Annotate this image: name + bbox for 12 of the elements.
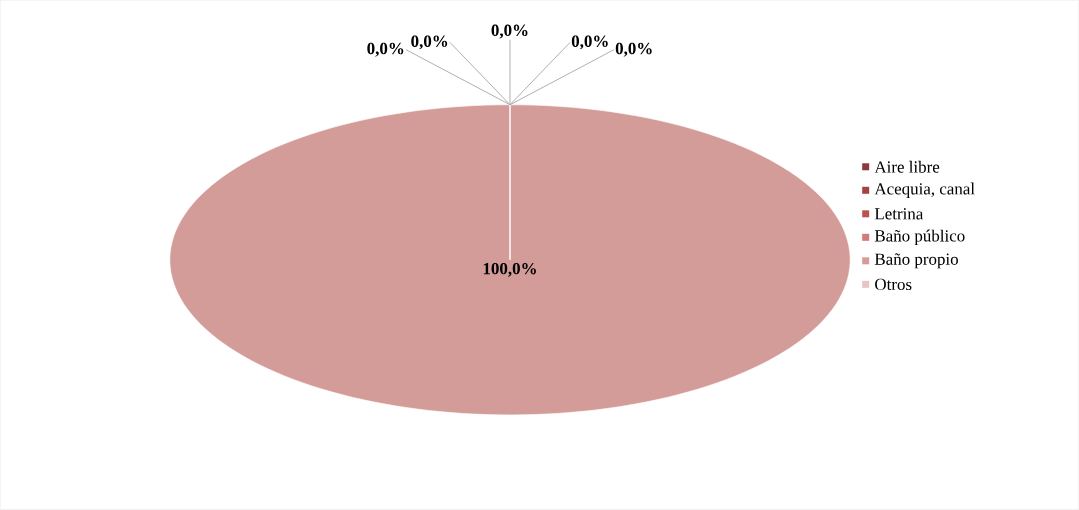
text: 0,0% (491, 24, 528, 39)
legend-label: Otros (875, 278, 912, 291)
text: 0,0% (615, 42, 652, 57)
legend-label: Baño propio (874, 253, 958, 269)
text: 0,0% (367, 42, 404, 57)
legend-label: Letrina (874, 208, 924, 220)
data-label: 100,0% (483, 263, 536, 277)
text: 0,0% (571, 35, 608, 50)
text: 0,0% (411, 35, 448, 50)
legend-label: Baño público (874, 229, 965, 246)
legend-label: Aire libre (874, 160, 940, 173)
legend-label: Acequia, canal (874, 182, 975, 199)
